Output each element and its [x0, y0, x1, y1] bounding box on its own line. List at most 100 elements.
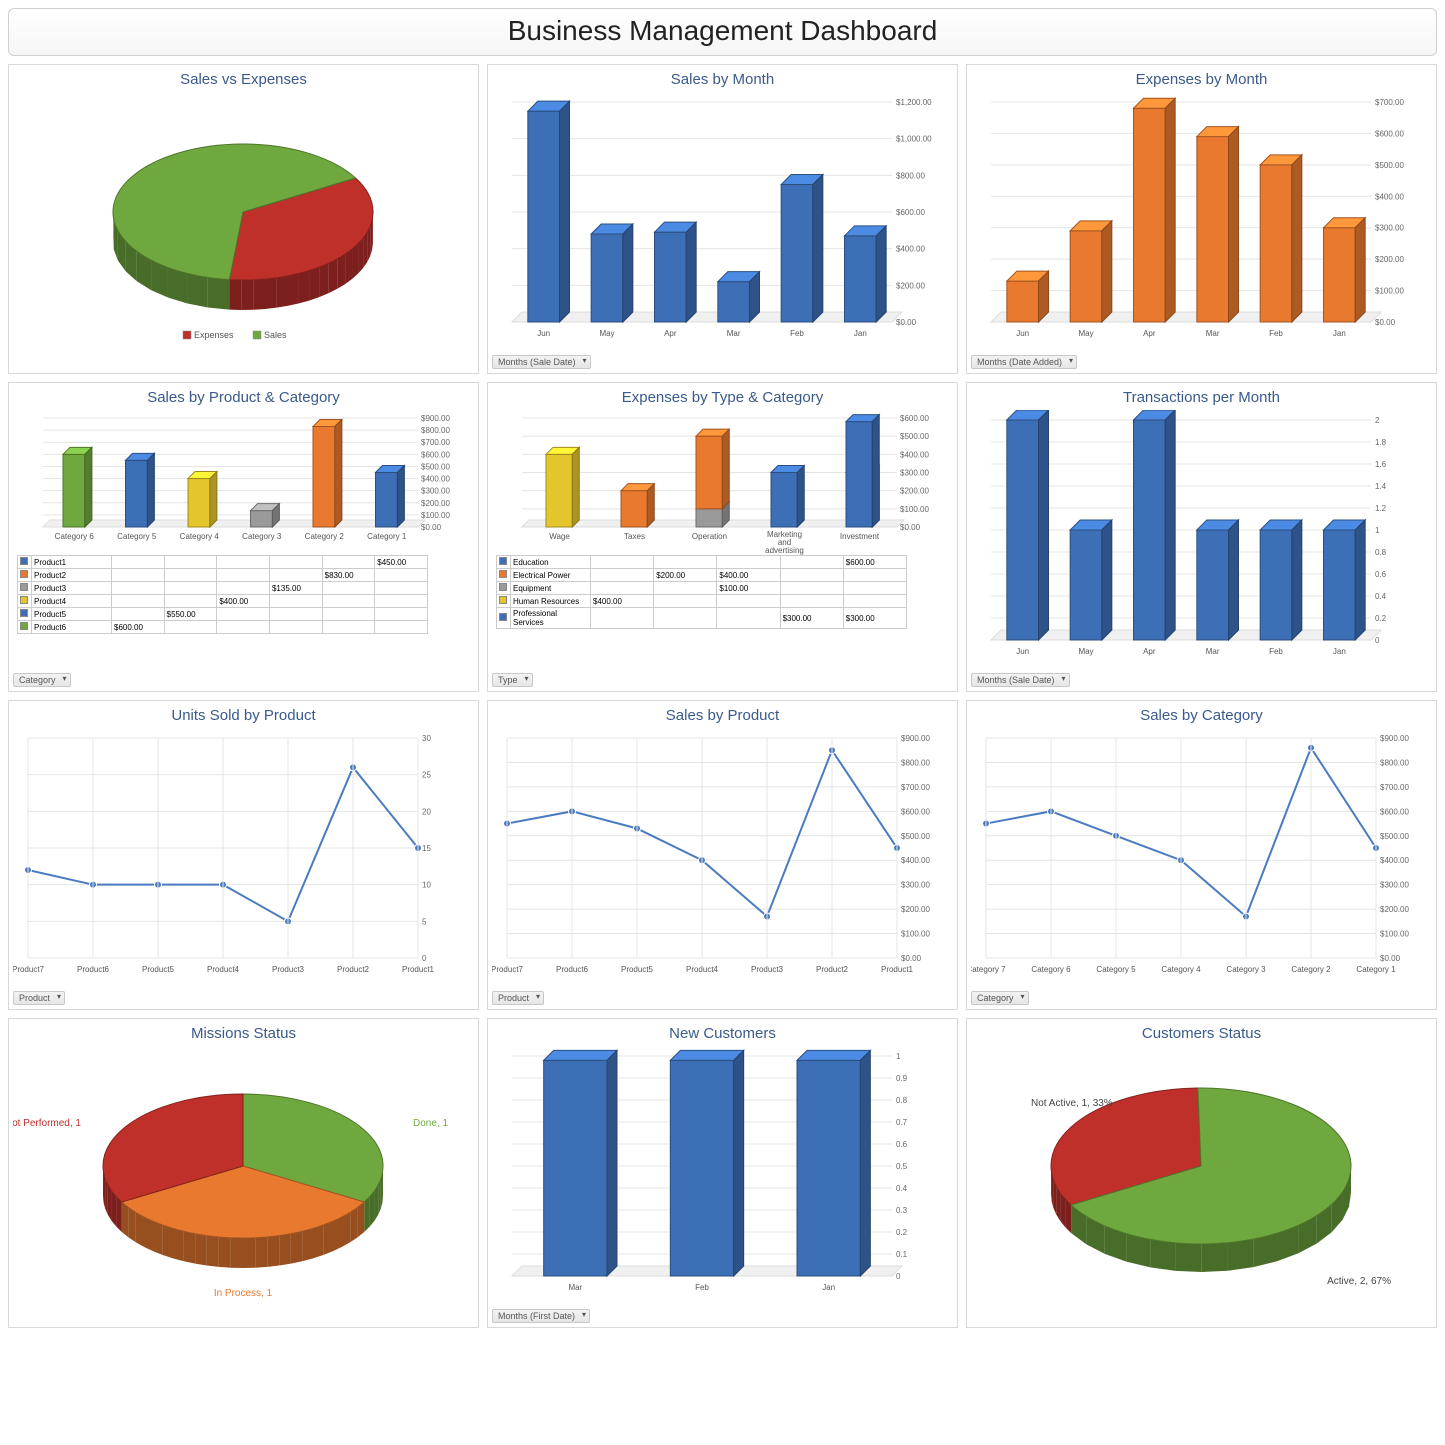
- svg-text:0.7: 0.7: [896, 1118, 908, 1127]
- svg-text:$100.00: $100.00: [421, 511, 450, 520]
- svg-text:1: 1: [896, 1052, 901, 1061]
- svg-text:Category 7: Category 7: [971, 965, 1006, 974]
- svg-text:$300.00: $300.00: [1375, 224, 1404, 233]
- svg-text:Jan: Jan: [854, 329, 867, 338]
- panel-new-customers: New Customers 00.10.20.30.40.50.60.70.80…: [487, 1018, 958, 1328]
- svg-text:Apr: Apr: [664, 329, 677, 338]
- data-table: Education$600.00Electrical Power$200.00$…: [496, 555, 907, 629]
- svg-text:Jun: Jun: [1016, 329, 1029, 338]
- svg-text:1: 1: [1375, 526, 1380, 535]
- svg-text:$400.00: $400.00: [900, 450, 929, 459]
- svg-text:0.6: 0.6: [896, 1140, 908, 1149]
- panel-expenses-by-type-category: Expenses by Type & Category $0.00$100.00…: [487, 382, 958, 692]
- filter-expenses-by-month[interactable]: Months (Date Added): [971, 355, 1077, 369]
- svg-text:May: May: [1078, 647, 1093, 656]
- svg-text:Wage: Wage: [549, 532, 570, 541]
- svg-text:Feb: Feb: [1269, 329, 1283, 338]
- svg-text:0.6: 0.6: [1375, 570, 1387, 579]
- svg-text:$600.00: $600.00: [421, 450, 450, 459]
- svg-text:Apr: Apr: [1143, 647, 1156, 656]
- svg-text:$500.00: $500.00: [901, 832, 930, 841]
- svg-text:Product4: Product4: [207, 965, 240, 974]
- svg-text:Category 3: Category 3: [242, 532, 282, 541]
- svg-text:0.4: 0.4: [896, 1184, 908, 1193]
- svg-text:Category 5: Category 5: [117, 532, 157, 541]
- svg-text:Feb: Feb: [1269, 647, 1283, 656]
- filter-sales-by-product[interactable]: Product: [492, 991, 544, 1005]
- svg-text:Investment: Investment: [840, 532, 880, 541]
- svg-text:$200.00: $200.00: [900, 487, 929, 496]
- svg-text:$0.00: $0.00: [896, 318, 917, 327]
- title-sales-by-category: Sales by Category: [971, 707, 1432, 724]
- title-new-customers: New Customers: [492, 1025, 953, 1042]
- svg-text:0.2: 0.2: [896, 1228, 908, 1237]
- svg-text:$700.00: $700.00: [901, 783, 930, 792]
- panel-sales-by-month: Sales by Month $0.00$200.00$400.00$600.0…: [487, 64, 958, 374]
- filter-transactions[interactable]: Months (Sale Date): [971, 673, 1070, 687]
- svg-text:$900.00: $900.00: [1380, 734, 1409, 743]
- svg-text:$500.00: $500.00: [421, 462, 450, 471]
- svg-text:Category 2: Category 2: [305, 532, 345, 541]
- svg-text:$0.00: $0.00: [1380, 954, 1401, 963]
- svg-text:0.1: 0.1: [896, 1250, 908, 1259]
- svg-text:$700.00: $700.00: [1380, 783, 1409, 792]
- svg-text:Product6: Product6: [556, 965, 589, 974]
- svg-text:Sales: Sales: [264, 330, 287, 340]
- svg-text:$400.00: $400.00: [896, 245, 925, 254]
- svg-text:Jun: Jun: [537, 329, 550, 338]
- svg-text:$100.00: $100.00: [1375, 287, 1404, 296]
- filter-sales-by-category[interactable]: Category: [971, 991, 1029, 1005]
- svg-text:0.4: 0.4: [1375, 592, 1387, 601]
- svg-text:$700.00: $700.00: [1375, 98, 1404, 107]
- svg-text:$600.00: $600.00: [901, 807, 930, 816]
- svg-text:$0.00: $0.00: [421, 523, 442, 532]
- svg-text:Jan: Jan: [1333, 647, 1346, 656]
- svg-text:Mar: Mar: [1206, 647, 1220, 656]
- svg-text:$600.00: $600.00: [896, 208, 925, 217]
- svg-text:May: May: [599, 329, 614, 338]
- svg-text:Category 3: Category 3: [1226, 965, 1266, 974]
- svg-text:$800.00: $800.00: [421, 426, 450, 435]
- svg-text:$500.00: $500.00: [900, 432, 929, 441]
- svg-text:0.8: 0.8: [896, 1096, 908, 1105]
- svg-text:$800.00: $800.00: [896, 171, 925, 180]
- svg-text:$600.00: $600.00: [1380, 807, 1409, 816]
- svg-text:$300.00: $300.00: [900, 469, 929, 478]
- svg-text:$400.00: $400.00: [1380, 856, 1409, 865]
- svg-text:Category 1: Category 1: [1356, 965, 1396, 974]
- svg-text:10: 10: [422, 881, 431, 890]
- svg-text:In Process, 1: In Process, 1: [214, 1288, 273, 1299]
- filter-new-customers[interactable]: Months (First Date): [492, 1309, 590, 1323]
- svg-text:Taxes: Taxes: [624, 532, 645, 541]
- filter-sales-by-month[interactable]: Months (Sale Date): [492, 355, 591, 369]
- panel-missions-status: Missions Status Done, 1In Process, 1Not …: [8, 1018, 479, 1328]
- svg-text:0.8: 0.8: [1375, 548, 1387, 557]
- title-sales-by-product: Sales by Product: [492, 707, 953, 724]
- svg-text:20: 20: [422, 807, 431, 816]
- svg-text:$300.00: $300.00: [901, 881, 930, 890]
- svg-text:Category 6: Category 6: [55, 532, 95, 541]
- panel-expenses-by-month: Expenses by Month $0.00$100.00$200.00$30…: [966, 64, 1437, 374]
- svg-text:0.5: 0.5: [896, 1162, 908, 1171]
- svg-text:Mar: Mar: [1206, 329, 1220, 338]
- svg-text:Category 4: Category 4: [180, 532, 220, 541]
- panel-customers-status: Customers Status Not Active, 1, 33%Activ…: [966, 1018, 1437, 1328]
- svg-text:Feb: Feb: [695, 1283, 709, 1292]
- svg-text:$0.00: $0.00: [900, 523, 921, 532]
- svg-text:$0.00: $0.00: [901, 954, 922, 963]
- filter-expenses-type-category[interactable]: Type: [492, 673, 533, 687]
- svg-text:1.6: 1.6: [1375, 460, 1387, 469]
- svg-text:Operation: Operation: [692, 532, 727, 541]
- svg-text:15: 15: [422, 844, 431, 853]
- filter-sales-product-category[interactable]: Category: [13, 673, 71, 687]
- filter-units-sold[interactable]: Product: [13, 991, 65, 1005]
- svg-text:Category 4: Category 4: [1161, 965, 1201, 974]
- svg-text:30: 30: [422, 734, 431, 743]
- svg-text:0: 0: [896, 1272, 901, 1281]
- svg-text:Product2: Product2: [816, 965, 849, 974]
- svg-text:$200.00: $200.00: [1380, 905, 1409, 914]
- svg-text:$600.00: $600.00: [900, 414, 929, 423]
- svg-text:Jun: Jun: [1016, 647, 1029, 656]
- svg-text:0.2: 0.2: [1375, 614, 1387, 623]
- svg-text:$800.00: $800.00: [901, 758, 930, 767]
